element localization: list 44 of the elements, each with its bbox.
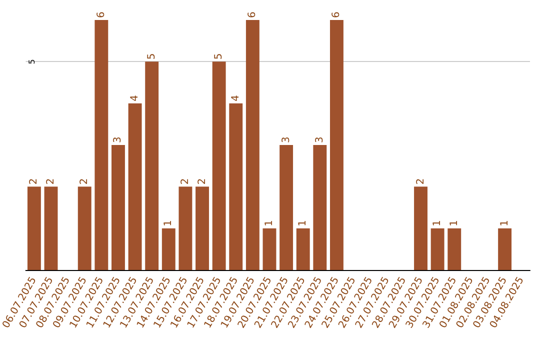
data-label: 4 (130, 94, 141, 102)
bar (448, 228, 462, 270)
bar (44, 186, 58, 270)
data-label: 6 (331, 12, 342, 18)
data-label: 1 (264, 220, 275, 226)
data-label: 2 (196, 178, 208, 185)
bar (27, 186, 41, 270)
data-label: 5 (146, 53, 158, 60)
bar (78, 186, 92, 270)
bar (145, 62, 159, 270)
bar (229, 103, 243, 270)
bar (498, 228, 512, 270)
bar (330, 20, 344, 270)
data-label: 2 (180, 178, 191, 185)
bar (162, 228, 176, 270)
data-label: 3 (314, 136, 326, 143)
data-label: 1 (499, 220, 510, 226)
bar (128, 103, 142, 270)
data-label: 6 (247, 12, 258, 18)
data-label: 4 (230, 94, 242, 102)
bar (246, 20, 260, 270)
data-label: 1 (448, 220, 460, 226)
data-label: 6 (96, 12, 107, 18)
data-label: 2 (415, 178, 426, 185)
bar (94, 20, 108, 270)
data-label: 2 (28, 178, 40, 185)
bar (112, 145, 125, 270)
data-label: 2 (46, 178, 56, 185)
bar (296, 228, 310, 270)
data-label: 2 (79, 178, 90, 185)
bar (178, 186, 192, 270)
bar (313, 145, 327, 270)
data-label: 1 (432, 220, 444, 226)
data-label: 3 (112, 136, 124, 143)
bar (280, 145, 294, 270)
bar (196, 186, 209, 270)
bar (414, 186, 428, 270)
data-label: 3 (280, 136, 292, 143)
bar (430, 228, 444, 270)
data-label: 1 (163, 220, 174, 226)
data-label: 5 (214, 53, 225, 60)
bar (212, 62, 226, 270)
bar (262, 228, 276, 270)
data-label: 1 (298, 220, 309, 226)
